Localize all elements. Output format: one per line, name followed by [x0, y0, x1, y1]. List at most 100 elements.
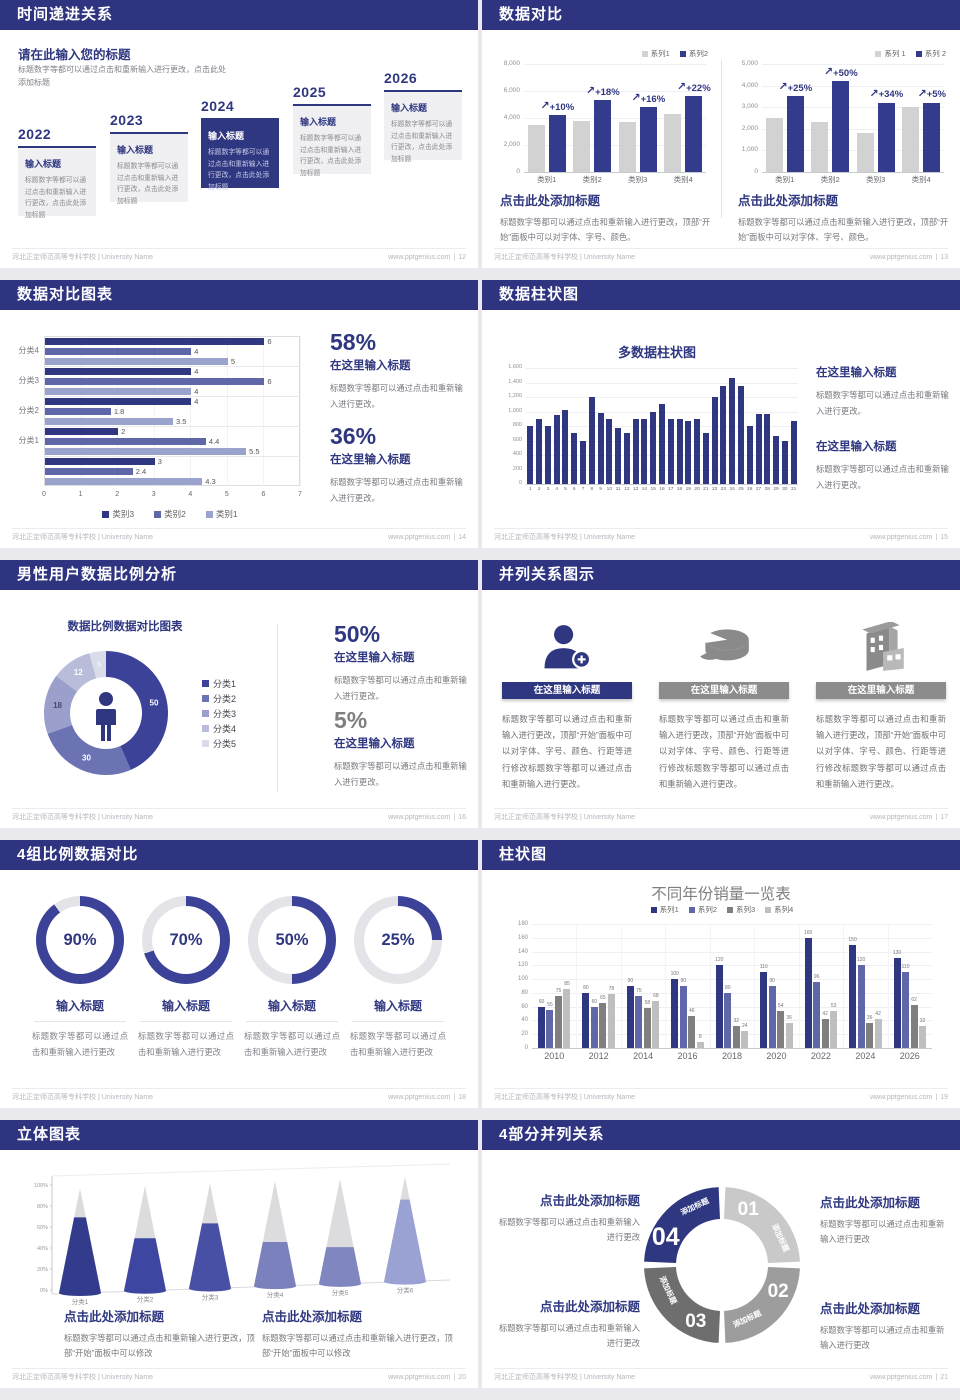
donut-segment [47, 725, 131, 775]
caption-block: 点击此处添加标题 标题数字等都可以通过点击和重新输入进行更改 [820, 1192, 952, 1248]
stat-value: 50% [334, 621, 381, 647]
y-axis-label: 60% [37, 1225, 48, 1231]
timeline-line [201, 118, 279, 120]
stat-value: 36% [330, 423, 377, 449]
slide-12-timeline[interactable]: 时间递进关系 请在此输入您的标题 标题数字等都可以通过点击和重新输入进行更改，点… [0, 0, 478, 268]
bar [702, 433, 709, 484]
footer-separator: | [935, 813, 938, 821]
x-axis-label: 5 [224, 491, 229, 498]
bar [811, 122, 829, 172]
legend-item: 类别3 [102, 508, 134, 520]
caption-title: 点击此处添加标题 [820, 1302, 921, 1316]
bar-value-label: 4.4 [208, 436, 220, 446]
bar [830, 1011, 838, 1048]
footer-separator: | [935, 1373, 938, 1381]
slide-21-four-part-relationship[interactable]: 4部分并列关系 01 添加标题 02 添加标题 03 添加标题 04 添加标题 点击此处添加标… [482, 1120, 960, 1388]
bar [553, 415, 560, 484]
bar-value-label: 3 [157, 456, 162, 466]
bar [781, 440, 788, 484]
slide-16-male-user-ratio[interactable]: 男性用户数据比例分析 数据比例数据对比图表 50 30 18 12 5 分类1 分类2 分类… [0, 560, 478, 828]
bar [755, 414, 762, 484]
slide-14-comparison-bar-chart[interactable]: 数据对比图表 分类4 6 4 5 分类3 4 6 4 分类2 4 1.8 3.5 分类1 2 4.4 5.5 3… [0, 280, 478, 548]
gridline [532, 992, 932, 994]
bar [45, 417, 173, 425]
bar [874, 1019, 882, 1048]
legend-item: 分类2 [202, 691, 236, 706]
item-title-bar: 在这里输入标题 [659, 682, 789, 699]
legend-swatch [202, 725, 209, 732]
footer-separator: | [935, 533, 938, 541]
bar [45, 427, 119, 435]
slide-13-data-comparison[interactable]: 数据对比 0 2,000 4,000 6,000 8,000 类别1 ↗ +10% 类别2 ↗ +1… [482, 0, 960, 268]
caption-block: 点击此处添加标题 标题数字等都可以通过点击和重新输入进行更改，顶部“开始”面板中… [500, 190, 712, 246]
gridline [526, 397, 798, 398]
slide-20-cone-chart[interactable]: 立体图表 0% 20% 40% 60% 80% 100% 分类1 分类2 分类3 分类4 分类5 分类… [0, 1120, 478, 1388]
bar [902, 107, 920, 172]
timeline-item: 2022 输入标题 标题数字等都可以通过点击和重新输入进行更改，点击此处添加标题 [18, 126, 96, 219]
gridline [762, 128, 944, 130]
gridline [153, 336, 155, 486]
growth-label: +5% [926, 89, 946, 101]
bar [813, 981, 821, 1048]
timeline-card-body: 标题数字等都可以通过点击和重新输入进行更改，点击此处添加标题 [391, 121, 453, 163]
slide-15-data-column-chart[interactable]: 数据柱状图 多数据柱状图 0 200 400 600 800 1,000 1,200 1,40… [482, 280, 960, 548]
segment-value-label: 18 [53, 701, 62, 710]
arrow-up-right-icon: ↗ [869, 87, 879, 100]
progress-ring: 25% [354, 896, 442, 984]
footer-page-number: 21 [940, 1373, 948, 1381]
footer-site: www.pptgenius.com [388, 1093, 451, 1101]
timeline-item: 2025 输入标题 标题数字等都可以通过点击和重新输入进行更改，点击此处添加标题 [293, 84, 371, 177]
x-axis-label: 4 [188, 491, 193, 498]
bar-value-label: 46 [689, 1008, 695, 1015]
slide-title: 数据对比图表 [17, 286, 114, 303]
slide-17-parallel-relationship[interactable]: 并列关系图示 在这里输入标题 标题数字等都可以通过点击和重新输入进行更改，顶部“… [482, 560, 960, 828]
x-axis-label: 18 [676, 487, 683, 492]
x-axis-label: 2024 [855, 1051, 876, 1061]
bar-value-label: 65 [600, 995, 606, 1002]
slide-title: 数据对比 [499, 6, 564, 23]
slide-19-column-chart[interactable]: 柱状图 不同年份销量一览表 0 20 40 60 80 100 120 140 160 180 60… [482, 840, 960, 1108]
slide-18-ratio-comparison[interactable]: 4组比例数据对比 90% 输入标题 标题数字等都可以通过点击和重新输入进行更改 … [0, 840, 478, 1108]
x-axis-label: 15 [650, 487, 656, 492]
timeline-card-body: 标题数字等都可以通过点击和重新输入进行更改，点击此处添加标题 [25, 177, 87, 219]
footer-school: 河北正定师范高等专科学校 | University Name [12, 1094, 154, 1101]
growth-label: +22% [686, 82, 711, 94]
legend-label: 系列4 [774, 905, 794, 914]
gridline [117, 336, 119, 486]
bar [562, 409, 569, 484]
gridline-vertical [754, 924, 756, 1048]
slide-header-bar: 立体图表 [0, 1120, 478, 1150]
timeline-line [110, 132, 188, 134]
parallel-item: 在这里输入标题 标题数字等都可以通过点击和重新输入进行更改，顶部“开始”面板中可… [816, 606, 946, 792]
legend-label: 系列3 [736, 905, 756, 914]
caption-block: 点击此处添加标题 标题数字等都可以通过点击和重新输入进行更改，顶部“开始”面板中… [262, 1306, 457, 1361]
arrow-up-right-icon: ↗ [823, 66, 834, 79]
footer-school: 河北正定师范高等专科学校 | University Name [12, 814, 154, 821]
footer-school: 河北正定师范高等专科学校 | University Name [494, 1094, 636, 1101]
legend-swatch [641, 50, 648, 57]
segment-number: 03 [685, 1311, 706, 1332]
ring-segment [724, 1187, 800, 1263]
x-axis-label: 14 [641, 487, 648, 492]
gridline-vertical [665, 924, 667, 1048]
category-label: 分类1 [72, 1297, 89, 1306]
x-axis-label: 4 [555, 487, 559, 492]
grouped-column-chart-right: 0 1,000 2,000 3,000 4,000 5,000 类别1 ↗ +25% 类别2 ↗ +5… [734, 48, 946, 186]
x-axis-line [526, 484, 798, 485]
x-axis-label: 28 [764, 487, 770, 492]
growth-label: +10% [549, 101, 575, 113]
slide-footer: 河北正定师范高等专科学校 | University Name www.pptge… [494, 528, 948, 545]
footer-site: www.pptgenius.com [870, 813, 933, 821]
ring-body: 标题数字等都可以通过点击和重新输入进行更改 [138, 1031, 234, 1057]
x-axis-label: 31 [790, 487, 797, 492]
slide-footer: 河北正定师范高等专科学校 | University Name www.pptge… [12, 1088, 466, 1105]
gridline [226, 336, 228, 486]
gridline [532, 951, 932, 953]
ring-body: 标题数字等都可以通过点击和重新输入进行更改 [350, 1031, 446, 1057]
gridline-vertical [843, 924, 845, 1048]
arrow-up-right-icon: ↗ [540, 100, 550, 113]
x-axis-label: 6 [572, 487, 576, 492]
bar [45, 397, 192, 405]
caption-title: 点击此处添加标题 [820, 1196, 921, 1210]
bar-value-label: 4.3 [205, 476, 216, 486]
